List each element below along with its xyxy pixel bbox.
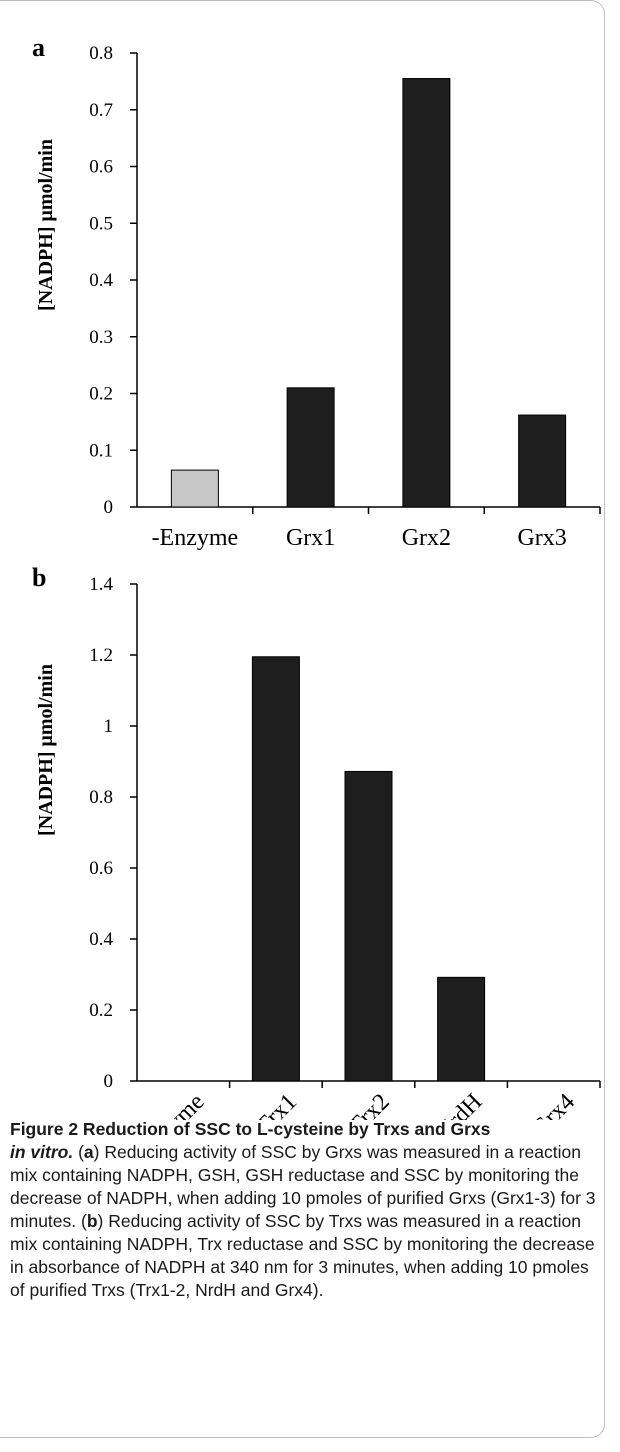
y-tick-label: 0.6 bbox=[89, 858, 113, 879]
x-category-label: - Enzyme bbox=[126, 1089, 210, 1120]
y-tick-label: 0 bbox=[104, 497, 114, 518]
y-axis-label: [NADPH] μmol/min bbox=[35, 664, 57, 836]
y-tick-labels: 0 0.1 0.2 0.3 0.4 0.5 0.6 0.7 0.8 bbox=[89, 43, 113, 518]
bar-grx3 bbox=[518, 414, 567, 508]
figure-frame bbox=[0, 0, 605, 1438]
x-category-label: Grx3 bbox=[517, 525, 566, 551]
bar-grx1 bbox=[286, 387, 335, 508]
bars bbox=[251, 656, 486, 1082]
caption-title: Figure 2 Reduction of SSC to L-cysteine … bbox=[10, 1119, 491, 1139]
bar-nrdh bbox=[437, 976, 486, 1082]
x-category-labels: - Enzyme Trx1 Trx2 NrdH Grx4 bbox=[126, 1089, 580, 1120]
y-tick-label: 0.8 bbox=[89, 787, 113, 808]
panel-label-b: b bbox=[32, 563, 46, 592]
caption-panel-ref-a: a bbox=[83, 1142, 94, 1162]
bar-enzyme bbox=[170, 469, 219, 508]
x-category-label: Trx1 bbox=[251, 1089, 302, 1120]
y-tick-label: 0.5 bbox=[89, 213, 113, 234]
chart-panel-b: b [NADPH] μmol/min 00.20.40.60.811.21.4 … bbox=[32, 563, 601, 1120]
bar-trx2 bbox=[344, 770, 393, 1082]
panel-label-a: a bbox=[32, 33, 45, 62]
figure-caption: Figure 2 Reduction of SSC to L-cysteine … bbox=[10, 1119, 596, 1300]
x-category-label: Grx4 bbox=[527, 1089, 580, 1120]
y-tick-label: 0.6 bbox=[89, 157, 113, 178]
y-tick-label: 0 bbox=[104, 1071, 114, 1092]
chart-panel-a: a [NADPH] μmol/min 0 0.1 0.2 0.3 0.4 0.5 0.6 0.… bbox=[32, 33, 601, 551]
x-category-labels: -Enzyme Grx1 Grx2 Grx3 bbox=[152, 525, 567, 551]
bar-grx2 bbox=[402, 78, 451, 508]
y-tick-label: 0.2 bbox=[89, 384, 113, 405]
bars bbox=[170, 78, 567, 508]
x-category-label: -Enzyme bbox=[152, 525, 239, 551]
x-category-label: Grx2 bbox=[402, 525, 451, 551]
bar-trx1 bbox=[251, 656, 300, 1082]
caption-panel-ref-b: b bbox=[86, 1211, 98, 1231]
y-tick-label: 0.8 bbox=[89, 43, 113, 64]
x-category-label: Grx1 bbox=[286, 525, 335, 551]
y-tick-label: 0.2 bbox=[89, 1000, 113, 1021]
y-tick-label: 1 bbox=[104, 716, 114, 737]
y-tick-label: 0.4 bbox=[89, 270, 113, 291]
caption-title-italic: in vitro. bbox=[10, 1142, 74, 1162]
y-tick-label: 1.4 bbox=[89, 574, 113, 595]
y-tick-label: 0.7 bbox=[89, 100, 113, 121]
y-tick-label: 0.1 bbox=[89, 440, 113, 461]
y-axis-label: [NADPH] μmol/min bbox=[35, 139, 57, 311]
x-category-label: NrdH bbox=[430, 1089, 487, 1120]
y-tick-labels: 0 0.2 0.4 0.6 0.8 1 1.2 1.4 bbox=[89, 574, 113, 1092]
y-tick-label: 0.3 bbox=[89, 327, 113, 348]
x-category-label: Trx2 bbox=[344, 1089, 395, 1120]
y-tick-label: 0.4 bbox=[89, 929, 113, 950]
y-tick-label: 1.2 bbox=[89, 645, 113, 666]
